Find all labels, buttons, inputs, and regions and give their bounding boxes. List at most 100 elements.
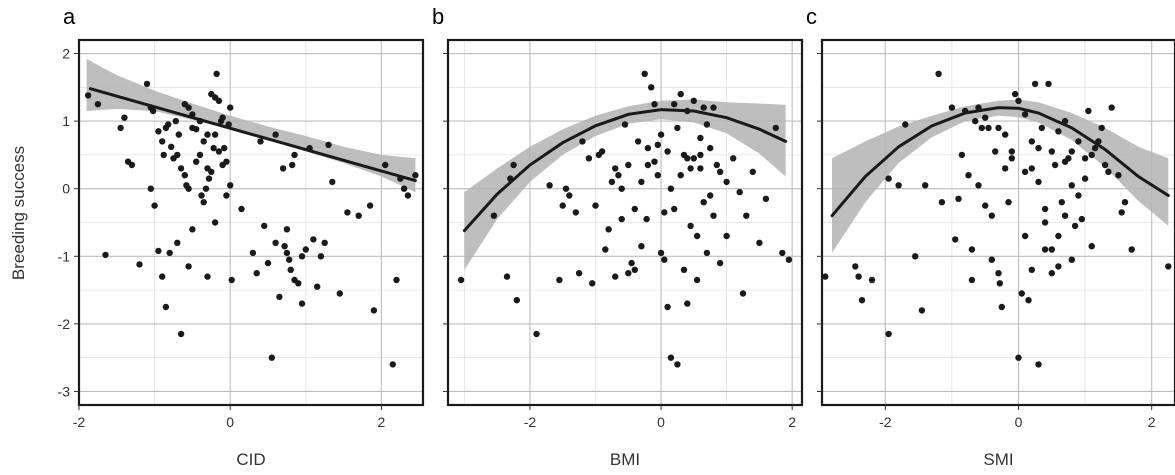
data-point bbox=[579, 138, 586, 145]
panel-label: a bbox=[63, 4, 76, 29]
data-point bbox=[785, 256, 793, 263]
x-tick-label: 2 bbox=[1148, 414, 1156, 430]
data-point bbox=[227, 182, 234, 189]
data-point bbox=[281, 243, 288, 250]
data-point bbox=[168, 143, 175, 150]
data-point bbox=[287, 266, 294, 273]
data-point bbox=[885, 330, 892, 338]
data-point bbox=[1051, 161, 1059, 169]
data-point bbox=[159, 138, 166, 145]
data-point bbox=[174, 239, 181, 246]
data-point bbox=[556, 276, 563, 284]
data-point bbox=[249, 249, 257, 257]
data-point bbox=[664, 303, 671, 311]
data-point bbox=[1068, 256, 1076, 263]
fit-line bbox=[830, 106, 1170, 218]
data-point bbox=[1068, 182, 1076, 189]
data-point bbox=[261, 222, 268, 230]
data-point bbox=[510, 161, 517, 169]
data-point bbox=[589, 280, 596, 287]
data-point bbox=[102, 251, 109, 259]
data-point bbox=[1028, 165, 1036, 172]
data-point bbox=[1061, 212, 1069, 219]
data-point bbox=[370, 307, 378, 314]
panel-frame bbox=[77, 38, 425, 407]
data-point bbox=[283, 249, 291, 257]
panel-label: c bbox=[806, 4, 817, 29]
grid bbox=[79, 40, 423, 405]
data-point bbox=[202, 185, 210, 192]
data-point bbox=[716, 168, 724, 175]
data-point bbox=[654, 141, 661, 148]
data-point bbox=[329, 178, 336, 186]
data-point bbox=[1035, 178, 1042, 186]
data-point bbox=[238, 205, 245, 213]
data-point bbox=[198, 192, 205, 199]
data-point bbox=[612, 165, 619, 172]
data-point bbox=[400, 185, 408, 192]
confidence-band bbox=[832, 99, 1169, 253]
y-tick-label: -2 bbox=[58, 316, 71, 332]
data-point bbox=[716, 259, 724, 267]
data-point bbox=[605, 226, 612, 233]
data-point bbox=[687, 165, 694, 172]
data-point bbox=[687, 222, 694, 230]
data-point bbox=[772, 124, 779, 132]
data-point bbox=[1028, 138, 1036, 145]
y-tick-label: -3 bbox=[58, 383, 71, 399]
x-tick-label: -2 bbox=[524, 414, 537, 430]
data-point bbox=[602, 246, 609, 253]
data-point bbox=[868, 276, 876, 284]
data-point bbox=[958, 151, 966, 159]
data-point bbox=[1021, 111, 1029, 118]
panel-frame bbox=[446, 38, 804, 407]
data-point bbox=[325, 141, 332, 148]
data-point bbox=[291, 151, 298, 159]
data-point bbox=[885, 175, 892, 182]
data-point bbox=[664, 148, 671, 155]
data-point bbox=[1041, 219, 1049, 226]
data-point bbox=[503, 273, 511, 280]
data-point bbox=[546, 182, 553, 189]
data-point bbox=[852, 263, 859, 270]
data-point bbox=[1085, 107, 1092, 115]
data-point bbox=[160, 151, 167, 159]
data-point bbox=[822, 273, 829, 280]
data-point bbox=[1105, 168, 1112, 175]
data-point bbox=[1048, 148, 1056, 155]
data-point bbox=[344, 209, 351, 216]
data-point bbox=[598, 148, 606, 155]
data-point bbox=[1058, 199, 1066, 206]
data-point bbox=[166, 249, 173, 257]
data-point bbox=[644, 161, 652, 169]
data-point bbox=[151, 202, 158, 209]
data-point bbox=[210, 144, 217, 152]
data-point bbox=[634, 138, 642, 145]
data-point bbox=[217, 117, 225, 125]
data-point bbox=[1031, 80, 1039, 88]
data-point bbox=[219, 161, 226, 169]
data-point bbox=[513, 297, 520, 304]
data-point bbox=[690, 155, 697, 162]
data-point bbox=[1078, 215, 1086, 223]
data-point bbox=[147, 185, 154, 192]
data-point bbox=[700, 199, 707, 206]
data-point bbox=[412, 172, 419, 179]
data-point bbox=[680, 151, 688, 159]
data-point bbox=[196, 151, 204, 159]
data-point bbox=[175, 131, 182, 138]
data-point bbox=[615, 172, 622, 179]
data-point bbox=[155, 247, 162, 255]
grid bbox=[448, 40, 802, 405]
data-point bbox=[227, 104, 234, 111]
data-point bbox=[922, 182, 929, 189]
data-point bbox=[310, 236, 317, 243]
data-point bbox=[1045, 80, 1052, 88]
data-point bbox=[585, 155, 593, 162]
y-tick-label: 0 bbox=[62, 181, 70, 197]
data-point bbox=[638, 178, 645, 186]
data-point bbox=[674, 361, 681, 368]
data-point bbox=[366, 202, 374, 209]
